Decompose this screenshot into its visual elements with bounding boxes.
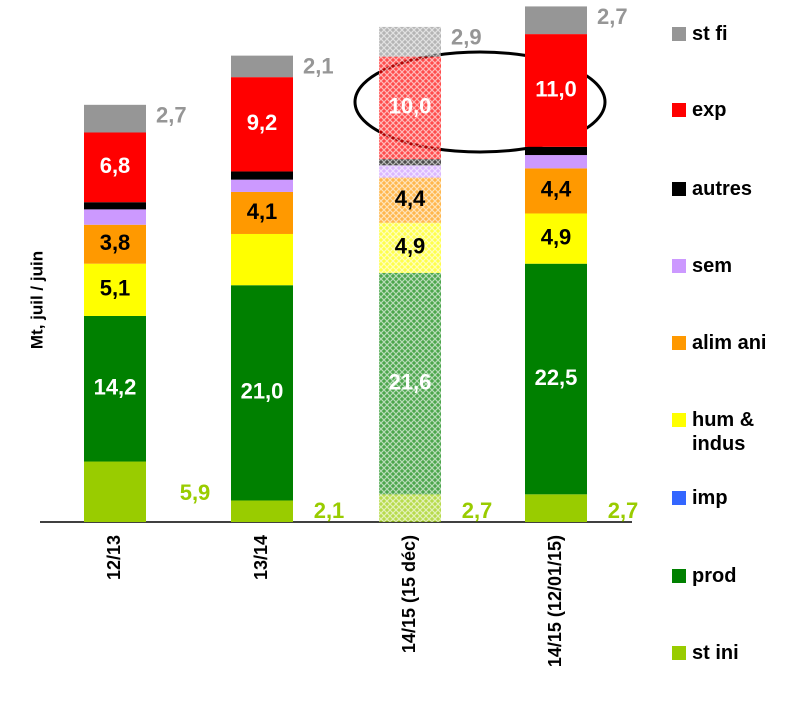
legend-label: sem [692, 255, 733, 277]
data-label: 2,7 [608, 498, 639, 523]
data-label: 5,1 [100, 276, 131, 301]
data-label: 9,2 [247, 110, 278, 135]
bar-segment [231, 171, 293, 180]
legend-label: imp [692, 487, 728, 509]
bar-segment [84, 104, 146, 133]
legend-swatch [672, 27, 686, 41]
legend-item: exp [672, 98, 802, 122]
data-label: 21,6 [389, 369, 432, 394]
legend-item: alim ani [672, 331, 802, 355]
data-label: 10,0 [389, 94, 432, 119]
legend-label: prod [692, 565, 737, 587]
bar-segment [525, 146, 587, 156]
legend-swatch [672, 491, 686, 505]
data-label: 2,9 [451, 25, 482, 50]
legend-item: prod [672, 564, 802, 588]
hatch [379, 165, 441, 178]
bar-segment [231, 55, 293, 78]
data-label: 6,8 [100, 153, 131, 178]
hatch [379, 56, 441, 160]
legend-swatch [672, 259, 686, 273]
hatch [379, 26, 441, 57]
data-label: 2,7 [597, 4, 628, 29]
bar-segment [84, 263, 146, 316]
x-tick-label: 12/13 [104, 535, 124, 580]
bar-segment [525, 213, 587, 264]
data-label: 4,9 [395, 234, 426, 259]
legend-swatch [672, 413, 686, 427]
x-tick-label: 14/15 (15 déc) [399, 535, 419, 653]
legend-swatch [672, 103, 686, 117]
bar-segment [525, 6, 587, 35]
bar-segment [84, 202, 146, 210]
legend-item: autres [672, 177, 802, 201]
hatch [379, 159, 441, 166]
legend-item: st fi [672, 22, 802, 46]
legend-item: sem [672, 254, 802, 278]
bar-segment [231, 77, 293, 172]
hatch [379, 272, 441, 495]
legend-label: alim ani [692, 332, 767, 354]
bar-segment [84, 209, 146, 225]
bar-segment [525, 494, 587, 522]
hatch [379, 177, 441, 223]
bar-segment [525, 263, 587, 495]
data-label: 4,9 [541, 224, 572, 249]
data-label: 21,0 [241, 379, 284, 404]
data-label: 2,1 [303, 53, 334, 78]
legend-item: imp [672, 486, 802, 510]
data-label: 4,4 [395, 186, 426, 211]
data-label: 3,8 [100, 230, 131, 255]
legend-label: autres [692, 178, 753, 200]
bar-segment [525, 34, 587, 147]
legend-item: st ini [672, 641, 802, 665]
hatch [379, 222, 441, 273]
bar-segment [84, 132, 146, 203]
bar-segment [525, 168, 587, 214]
x-tick-label: 14/15 (12/01/15) [545, 535, 565, 667]
legend-label: exp [692, 99, 727, 121]
legend-item: hum & indus [672, 408, 802, 456]
hatch [379, 494, 441, 522]
data-label: 5,9 [180, 480, 211, 505]
bar-segment [231, 233, 293, 286]
bar-segment [84, 224, 146, 264]
data-label: 14,2 [94, 375, 137, 400]
bar-segment [84, 461, 146, 522]
bar-segment [231, 500, 293, 522]
legend-swatch [672, 336, 686, 350]
legend-label: st fi [692, 23, 728, 45]
bar-segment [231, 179, 293, 192]
data-label: 2,1 [314, 498, 345, 523]
legend-label: st ini [692, 642, 739, 664]
bar-segment [525, 155, 587, 169]
bar-segment [231, 191, 293, 234]
data-label: 4,1 [247, 199, 278, 224]
legend-label: hum & indus [692, 409, 755, 455]
data-label: 2,7 [462, 498, 493, 523]
annotation-ellipse [353, 50, 607, 154]
data-label: 22,5 [535, 365, 578, 390]
data-label: 11,0 [535, 76, 577, 101]
bar-segment [231, 285, 293, 501]
data-label: 4,4 [541, 177, 572, 202]
legend-swatch [672, 182, 686, 196]
data-label: 2,7 [156, 103, 187, 128]
x-tick-label: 13/14 [251, 535, 271, 580]
legend-swatch [672, 646, 686, 660]
chart: Mt, juil / juin 5,9 14,2 5,1 3,8 6,8 2,7 12/13… [27, 4, 639, 667]
y-axis-label: Mt, juil / juin [27, 251, 46, 349]
legend-swatch [672, 569, 686, 583]
bar-segment [84, 315, 146, 462]
